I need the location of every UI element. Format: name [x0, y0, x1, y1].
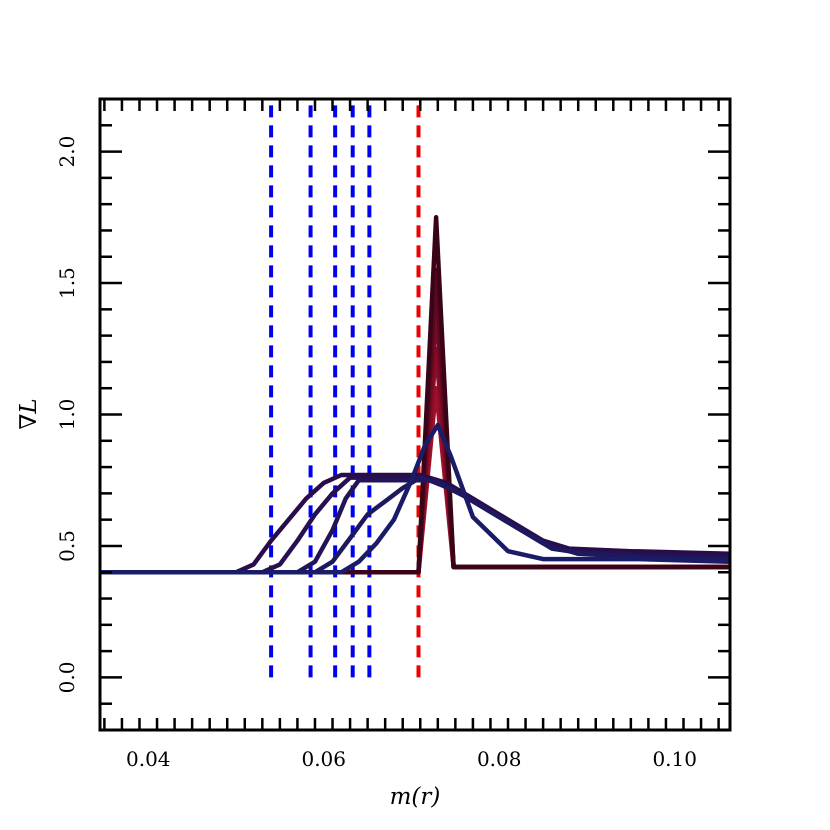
series-line-10: [100, 422, 730, 575]
vertical-marker-lines: [269, 99, 421, 678]
y-axis-label: ∇L: [16, 398, 42, 429]
y-tick-label: 0.0: [55, 662, 79, 694]
x-tick-label: 0.06: [301, 747, 346, 771]
tick-labels: 0.04 0.06 0.08 0.10 0.0 0.5 1.0 1.5 2.0: [55, 136, 697, 771]
x-tick-label: 0.08: [477, 747, 522, 771]
x-tick-label: 0.10: [652, 747, 697, 771]
x-tick-label: 0.04: [126, 747, 171, 771]
series-lines: [100, 215, 730, 575]
series-line-4: [100, 267, 730, 575]
series-line-3: [100, 307, 730, 575]
x-axis-label: m(r): [390, 784, 441, 810]
plot-frame: [98, 97, 732, 732]
y-tick-label: 1.5: [55, 267, 79, 299]
series-line-2: [100, 346, 730, 575]
series-line-5: [100, 215, 730, 575]
series-line-9: [100, 475, 730, 575]
y-tick-label: 0.5: [55, 530, 79, 562]
y-tick-label: 2.0: [55, 136, 79, 168]
y-tick-label: 1.0: [55, 399, 79, 431]
axis-ticks: [100, 97, 730, 732]
